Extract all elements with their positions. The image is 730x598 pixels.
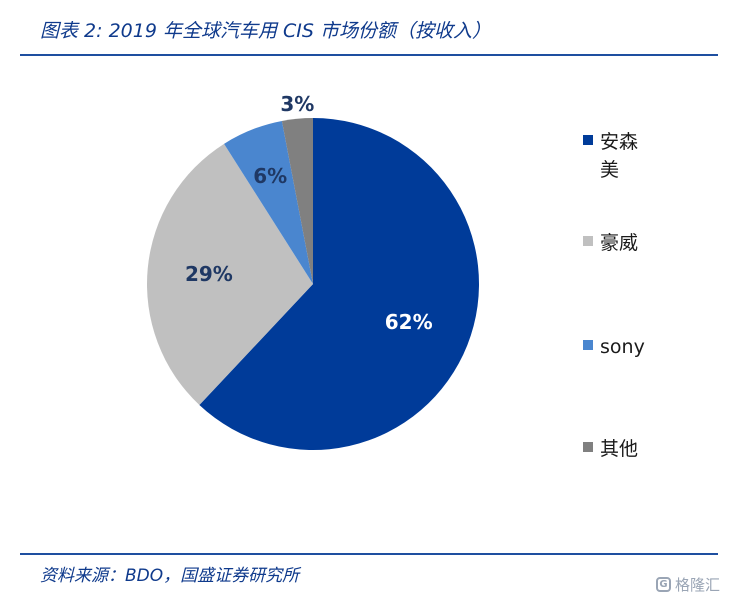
pie-label-0: 62% — [385, 310, 433, 334]
watermark-text: 格隆汇 — [674, 576, 720, 594]
legend-label: sony — [600, 336, 645, 358]
watermark: G 格隆汇 — [655, 574, 720, 595]
bottom-divider — [20, 553, 718, 555]
pie-label-1: 29% — [185, 262, 233, 286]
pie-slice-3 — [281, 118, 313, 284]
legend-label: 豪威 — [600, 232, 639, 254]
pie-slice-0 — [199, 118, 479, 450]
top-divider — [20, 54, 718, 56]
legend-item-onsemi: 安森美 — [583, 128, 648, 184]
legend-swatch — [583, 442, 593, 452]
pie-label-2: 6% — [253, 164, 287, 188]
chart-title: 图表 2: 2019 年全球汽车用 CIS 市场份额（按收入） — [40, 20, 491, 42]
source-note: 资料来源：BDO，国盛证券研究所 — [40, 566, 300, 586]
legend-swatch — [583, 135, 593, 145]
legend-swatch — [583, 340, 593, 350]
legend-item-omnivision: 豪威 — [583, 229, 648, 257]
pie-label-3: 3% — [280, 92, 314, 116]
legend-label: 其他 — [600, 438, 639, 460]
pie-slice-2 — [224, 120, 313, 285]
legend-item-others: 其他 — [583, 435, 648, 463]
legend-label: 安森美 — [600, 131, 639, 181]
pie-slice-1 — [146, 143, 313, 406]
watermark-logo-icon: G — [655, 577, 671, 592]
legend-item-sony: sony — [583, 333, 648, 361]
legend-swatch — [583, 236, 593, 246]
